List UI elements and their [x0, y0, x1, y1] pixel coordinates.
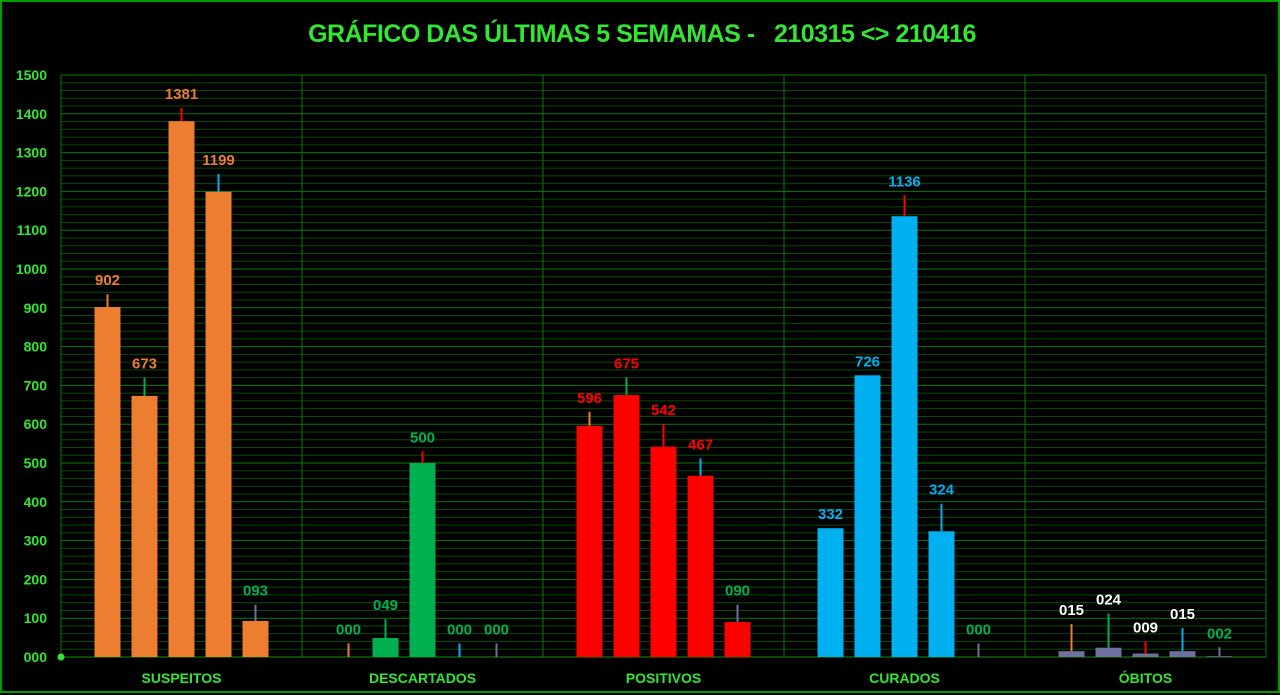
y-tick-label: 300: [24, 533, 48, 549]
data-label: 1381: [165, 86, 198, 103]
axis-origin-dot: [57, 653, 65, 661]
bar: [1058, 651, 1085, 657]
bar: [1095, 647, 1122, 657]
data-label: 000: [966, 621, 991, 638]
y-tick-label: 1000: [16, 261, 47, 277]
data-label: 675: [614, 356, 639, 373]
data-label: 000: [336, 621, 361, 638]
bar: [242, 620, 269, 657]
data-label: 324: [929, 482, 955, 499]
y-tick-label: 100: [24, 610, 48, 626]
y-tick-label: 000: [24, 649, 48, 665]
bar: [687, 475, 714, 657]
x-category-label: SUSPEITOS: [142, 670, 222, 686]
data-label: 009: [1133, 619, 1158, 636]
bar: [576, 425, 603, 657]
y-tick-label: 800: [24, 339, 48, 355]
data-label: 000: [447, 621, 472, 638]
x-category-label: DESCARTADOS: [369, 670, 476, 686]
data-label: 002: [1207, 625, 1232, 642]
data-label: 332: [818, 506, 843, 523]
data-label: 902: [95, 272, 120, 289]
x-category-label: CURADOS: [869, 670, 940, 686]
bar: [409, 463, 436, 657]
bar: [372, 637, 399, 657]
chart-title: GRÁFICO DAS ÚLTIMAS 5 SEMAMAS - 210315 <…: [308, 20, 976, 48]
data-label: 1136: [888, 173, 921, 190]
data-label: 1199: [202, 152, 235, 169]
data-label: 673: [132, 356, 157, 373]
bar: [94, 307, 121, 657]
data-label: 500: [410, 429, 435, 446]
y-tick-label: 1100: [17, 222, 48, 238]
data-label: 726: [855, 353, 880, 370]
bar: [650, 446, 677, 657]
y-tick-label: 600: [24, 416, 48, 432]
y-tick-label: 500: [24, 455, 48, 471]
y-tick-label: 1500: [16, 67, 47, 83]
data-label: 015: [1170, 606, 1195, 623]
bar: [1206, 656, 1233, 657]
bar: [891, 216, 918, 657]
data-label: 024: [1096, 592, 1122, 609]
bar: [817, 528, 844, 657]
bar: [613, 395, 640, 657]
data-label: 090: [725, 583, 750, 600]
y-tick-label: 1200: [16, 183, 47, 199]
y-tick-label: 900: [24, 300, 48, 316]
y-tick-label: 400: [24, 494, 48, 510]
data-label: 049: [373, 597, 398, 614]
bar: [928, 531, 955, 657]
bar: [724, 622, 751, 657]
data-label: 015: [1059, 602, 1084, 619]
y-tick-label: 1300: [16, 145, 47, 161]
data-label: 467: [688, 436, 713, 453]
y-tick-label: 700: [24, 377, 48, 393]
bar: [131, 395, 158, 657]
y-tick-label: 200: [24, 571, 48, 587]
bar: [854, 375, 881, 657]
y-tick-label: 1400: [16, 106, 47, 122]
data-label: 542: [651, 402, 676, 419]
x-category-label: ÓBITOS: [1119, 669, 1172, 686]
x-category-label: POSITIVOS: [626, 670, 701, 686]
bar: [1169, 651, 1196, 657]
bar: [1132, 653, 1159, 657]
data-label: 000: [484, 621, 509, 638]
data-label: 093: [243, 583, 268, 600]
bar: [205, 191, 232, 657]
data-label: 596: [577, 390, 602, 407]
bar: [168, 121, 195, 657]
